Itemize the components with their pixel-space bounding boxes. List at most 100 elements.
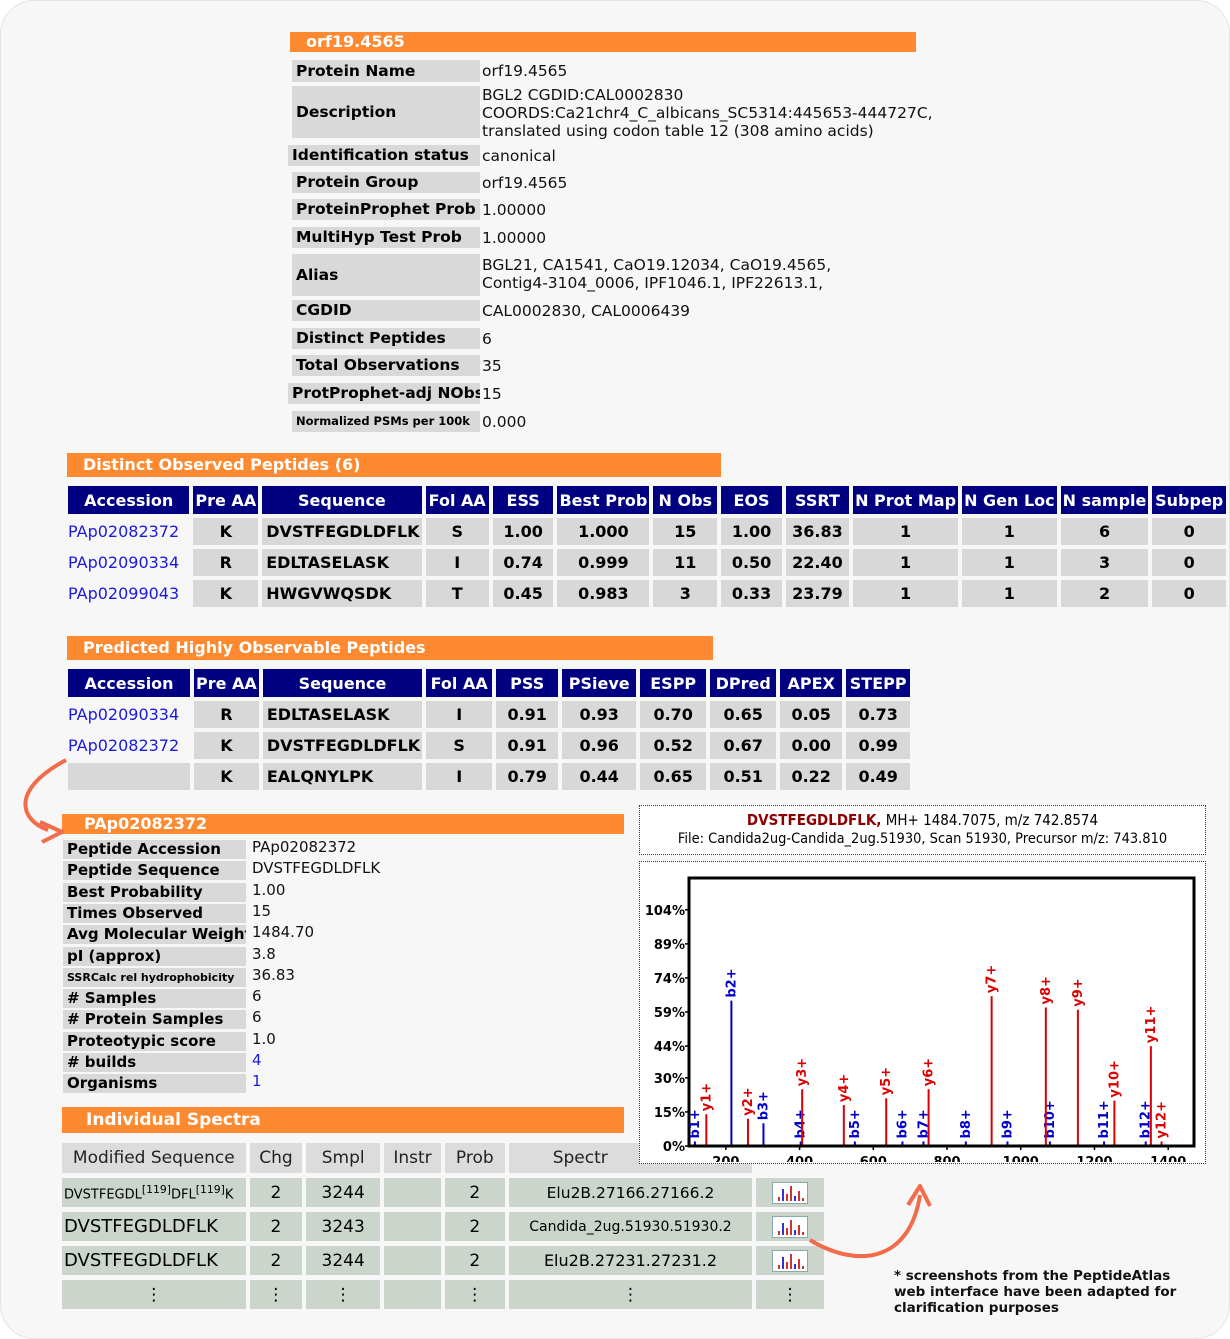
protein-field-value: canonical [482, 147, 556, 165]
mod-seq-part-a: DVSTFEGDL [64, 1187, 142, 1203]
mod-seq-part-b: DFL [171, 1187, 196, 1203]
table-cell: 0.00 [780, 732, 843, 759]
table-cell: 0.67 [710, 732, 777, 759]
protein-field-value: BGL2 CGDID:CAL0002830 COORDS:Ca21chr4_C_a… [482, 86, 933, 140]
footnote-line: clarification purposes [894, 1300, 1059, 1316]
column-header[interactable]: N Prot Map [853, 486, 959, 514]
spectrum-thumbnail-icon[interactable] [772, 1249, 809, 1272]
peptide-accession-link[interactable]: PAp02090334 [68, 705, 180, 724]
peak-label: b5+ [848, 1109, 863, 1138]
y-tick-label: 30% [654, 1072, 685, 1087]
peptide-field-value[interactable]: 4 [252, 1051, 262, 1069]
peak-label: b8+ [959, 1109, 974, 1138]
peptide-field-label: SSRCalc rel hydrophobicity [63, 967, 246, 987]
accession-cell: PAp02082372 [68, 732, 190, 759]
peptide-field-label: Peptide Sequence [63, 861, 246, 881]
column-header[interactable]: Subpep [1152, 486, 1226, 514]
column-header[interactable]: Pre AA [193, 486, 259, 514]
peptide-field-label: Peptide Accession [63, 840, 246, 859]
protein-field-value: 6 [482, 330, 492, 348]
protein-field-label: Alias [292, 254, 480, 296]
protein-field-label: ProteinProphet Prob [292, 199, 480, 220]
table-cell: 1 [962, 580, 1057, 607]
column-header[interactable]: ESPP [640, 669, 707, 697]
protein-field-label: Distinct Peptides [292, 328, 480, 349]
col-modified-sequence[interactable]: Modified Sequence [62, 1143, 246, 1173]
y-tick-label: 74% [654, 972, 685, 987]
table-cell: 0.70 [640, 701, 707, 728]
mod-mass-a: [119] [141, 1182, 172, 1196]
column-header[interactable]: Accession [68, 669, 190, 697]
column-header[interactable]: Pre AA [194, 669, 259, 697]
col-prob[interactable]: Prob [444, 1143, 505, 1173]
table-cell: 3 [1060, 549, 1149, 576]
footnote-line: web interface have been adapted for [894, 1284, 1177, 1300]
individual-spectra-header: Individual Spectra [62, 1107, 624, 1133]
peptide-accession-link[interactable]: PAp02099043 [68, 584, 180, 603]
column-header[interactable]: PSS [496, 669, 559, 697]
column-header[interactable]: Accession [68, 486, 190, 514]
sequence-cell: EDLTASELASK [262, 549, 422, 576]
table-cell: 36.83 [785, 518, 850, 545]
column-header[interactable]: DPred [710, 669, 777, 697]
spectrum-name: Candida_2ug.51930.51930.2 [508, 1212, 753, 1241]
thumbnail-bar [786, 1227, 789, 1235]
view-spectrum-cell[interactable] [756, 1178, 824, 1207]
table-cell: 0.50 [721, 549, 782, 576]
view-spectrum-cell[interactable] [756, 1246, 824, 1275]
protein-field-label: Total Observations [292, 355, 480, 376]
col-instr[interactable]: Instr [384, 1143, 441, 1173]
charge: 2 [249, 1212, 303, 1241]
peptide-field-value: 3.8 [252, 944, 276, 963]
peptide-field-value: 6 [252, 1008, 262, 1027]
table-cell: 0 [1152, 580, 1226, 607]
column-header[interactable]: N Obs [653, 486, 718, 514]
table-cell: 1 [853, 580, 959, 607]
table-cell: 6 [1060, 518, 1149, 545]
column-header[interactable]: N Gen Loc [962, 486, 1057, 514]
column-header[interactable]: Sequence [262, 669, 423, 697]
table-cell: 0.52 [640, 732, 707, 759]
protein-field-value: 15 [482, 385, 502, 403]
column-header[interactable]: EOS [721, 486, 782, 514]
spectra-row[interactable]: DVSTFEGDLDFLK 2 3244 2 Elu2B.27231.27231… [62, 1246, 824, 1275]
spectra-row[interactable]: DVSTFEGDL[119]DFL[119]K 2 3244 2 Elu2B.2… [62, 1178, 824, 1207]
peak-label: y12+ [1155, 1101, 1170, 1138]
peak-label: b11+ [1097, 1100, 1112, 1138]
column-header[interactable]: APEX [780, 669, 843, 697]
column-header[interactable]: N sample [1060, 486, 1149, 514]
sequence-cell: EDLTASELASK [262, 701, 423, 728]
column-header[interactable]: ESS [492, 486, 554, 514]
column-header[interactable]: PSieve [562, 669, 637, 697]
table-cell: K [194, 732, 259, 759]
peptide-accession-link[interactable]: PAp02082372 [68, 522, 180, 541]
spectrum-mass-info: MH+ 1484.7075, m/z 742.8574 [881, 811, 1099, 829]
peptide-accession-link[interactable]: PAp02090334 [68, 553, 180, 572]
spectrum-thumbnail-icon[interactable] [772, 1181, 809, 1204]
column-header[interactable]: Fol AA [425, 486, 489, 514]
peptide-field-label: # Protein Samples [63, 1010, 246, 1030]
table-cell: 0.99 [846, 732, 911, 759]
value-line: COORDS:Ca21chr4_C_albicans_SC5314:445653… [482, 104, 933, 122]
view-spectrum-cell[interactable] [756, 1212, 824, 1241]
accession-cell: PAp02090334 [68, 549, 189, 576]
spectrum-thumbnail-icon[interactable] [772, 1215, 809, 1238]
peptide-accession-link[interactable]: PAp02082372 [68, 736, 180, 755]
table-row: PAp02082372 K DVSTFEGDLDFLK S 0.91 0.96 0.52 0.… [68, 732, 911, 759]
table-cell: 0.44 [562, 763, 637, 790]
col-chg[interactable]: Chg [249, 1143, 303, 1173]
peptide-field-value[interactable]: 1 [252, 1072, 262, 1091]
peak-label: b9+ [1000, 1109, 1015, 1138]
ellipsis-empty [384, 1280, 441, 1309]
protein-field-value: CAL0002830, CAL0006439 [482, 302, 691, 320]
column-header[interactable]: Fol AA [426, 669, 493, 697]
column-header[interactable]: SSRT [785, 486, 850, 514]
col-smpl[interactable]: Smpl [306, 1143, 381, 1173]
column-header[interactable]: Sequence [262, 486, 422, 514]
spectra-row[interactable]: DVSTFEGDLDFLK 2 3243 2 Candida_2ug.51930… [62, 1212, 824, 1241]
column-header[interactable]: STEPP [846, 669, 911, 697]
column-header[interactable]: Best Prob [557, 486, 650, 514]
probability: 2 [444, 1246, 505, 1275]
accession-cell-empty [68, 763, 190, 790]
spectrum-chart-box: 0% 15% 30% 44% 59% 74% 89% 104% 200 400 600 800 1000… [639, 861, 1206, 1164]
